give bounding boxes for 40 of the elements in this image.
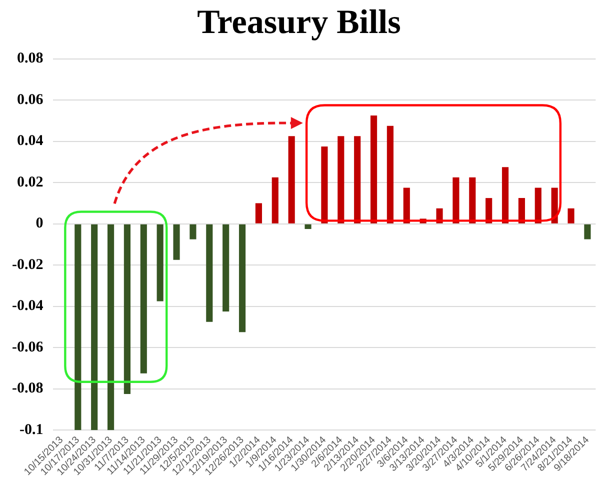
y-tick-label: 0.04 — [16, 133, 44, 150]
bar — [304, 224, 312, 229]
bar — [91, 224, 98, 430]
bar — [568, 208, 574, 224]
bar — [190, 224, 196, 240]
bar — [534, 188, 542, 224]
bar — [502, 167, 509, 224]
bar — [272, 177, 278, 224]
bar — [386, 126, 394, 224]
bar — [518, 198, 525, 224]
y-tick-label: 0.08 — [16, 50, 44, 67]
y-tick-label: 0.06 — [16, 92, 44, 108]
bar — [551, 188, 558, 224]
y-tick-label: -0.02 — [12, 256, 44, 273]
bar — [74, 224, 82, 430]
bar — [403, 188, 410, 224]
y-tick-label: -0.08 — [12, 380, 44, 397]
bar — [584, 224, 591, 240]
y-tick-label: 0 — [36, 216, 44, 232]
bar — [469, 177, 476, 224]
bar — [338, 136, 344, 224]
bar — [222, 224, 230, 312]
y-tick-label: -0.04 — [12, 298, 44, 314]
y-tick-label: -0.1 — [19, 422, 44, 438]
bar — [107, 224, 114, 430]
bar — [238, 224, 246, 332]
bar — [156, 224, 164, 302]
chart-title: Treasury Bills — [197, 4, 401, 42]
bar — [173, 224, 180, 260]
bar — [124, 224, 130, 394]
bar — [321, 146, 328, 224]
bar — [370, 116, 378, 224]
y-tick-label: -0.06 — [12, 339, 44, 356]
bar — [206, 224, 213, 322]
bar — [255, 203, 262, 224]
bar — [354, 136, 361, 224]
bar — [452, 177, 460, 224]
y-tick-label: 0.02 — [16, 174, 44, 190]
bar — [140, 224, 147, 374]
bar — [288, 136, 295, 224]
